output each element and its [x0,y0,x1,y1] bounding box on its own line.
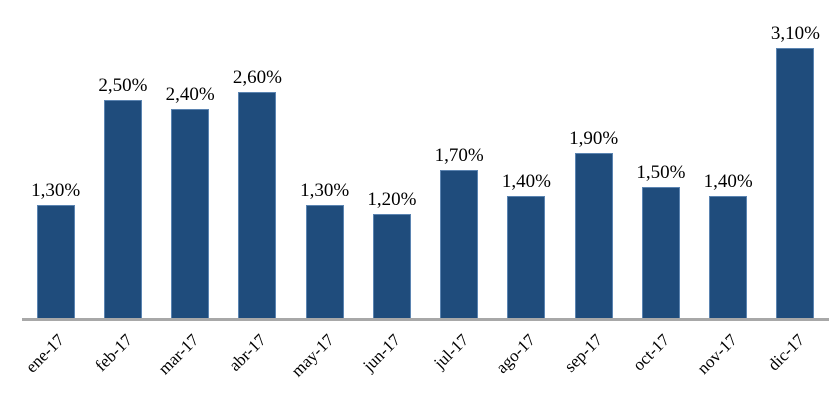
bar-value-label: 3,10% [770,23,820,45]
x-axis-labels: ene-17 feb-17 mar-17 abr-17 may-17 jun-17 jul-… [22,321,829,412]
bar-value-label: 2,50% [98,75,148,97]
x-axis-tick-label: jul-17 [429,330,472,373]
x-label-cell: jul-17 [426,321,493,412]
x-label-cell: ene-17 [22,321,89,412]
bar [103,100,142,318]
plot-area: 1,30% 2,50% 2,40% 2,60% 1,30% 1,20% 1,70% 1,40%… [22,0,829,318]
bar [507,196,546,318]
bar [372,214,411,318]
x-label-cell: abr-17 [224,321,291,412]
bar-value-label: 1,90% [569,128,619,150]
bar-column: 1,40% [493,0,560,318]
x-label-cell: mar-17 [154,321,224,412]
bar-column: 3,10% [762,0,829,318]
bar [171,109,210,318]
x-axis-tick-label: sep-17 [560,330,607,376]
x-axis-tick-label: mar-17 [154,330,203,379]
x-label-cell: ago-17 [492,321,560,412]
x-label-cell: jun-17 [358,321,425,412]
x-axis-tick-label: jun-17 [359,330,405,376]
bar-column: 2,40% [157,0,224,318]
bar-column: 2,60% [224,0,291,318]
bar-column: 1,90% [560,0,627,318]
bar [440,170,479,318]
x-axis-tick-label: nov-17 [693,330,741,378]
bar-value-label: 1,20% [367,189,417,211]
bar-column: 1,30% [291,0,358,318]
x-label-cell: may-17 [287,321,358,412]
bar-value-label: 1,40% [703,171,753,193]
x-label-cell: dic-17 [762,321,829,412]
bar [238,92,277,318]
bar-value-label: 2,40% [165,84,215,106]
bar-column: 1,50% [627,0,694,318]
bar-value-label: 1,70% [434,145,484,167]
bar-column: 1,40% [695,0,762,318]
bar [641,187,680,318]
bar-value-label: 1,40% [501,171,551,193]
x-axis-tick-label: may-17 [287,330,338,381]
x-axis-tick-label: ene-17 [22,330,69,377]
bar-column: 1,20% [358,0,425,318]
x-axis-tick-label: dic-17 [763,330,809,375]
x-label-cell: oct-17 [627,321,694,412]
bar-column: 1,70% [426,0,493,318]
bar-value-label: 1,30% [300,180,350,202]
bar-column: 1,30% [22,0,89,318]
x-axis-line [22,318,829,321]
x-axis-tick-label: oct-17 [629,330,674,375]
x-axis-tick-label: ago-17 [492,330,540,378]
bar [36,205,75,318]
x-label-cell: sep-17 [560,321,627,412]
x-axis-tick-label: abr-17 [225,330,271,375]
bar-value-label: 2,60% [232,67,282,89]
x-axis-tick-label: feb-17 [90,330,136,376]
bar [709,196,748,318]
bar-column: 2,50% [89,0,156,318]
bar-value-label: 1,30% [31,180,81,202]
x-label-cell: feb-17 [89,321,156,412]
bar [776,48,815,318]
bar [574,153,613,318]
bar [305,205,344,318]
bar-value-label: 1,50% [636,162,686,184]
x-label-cell: nov-17 [693,321,762,412]
